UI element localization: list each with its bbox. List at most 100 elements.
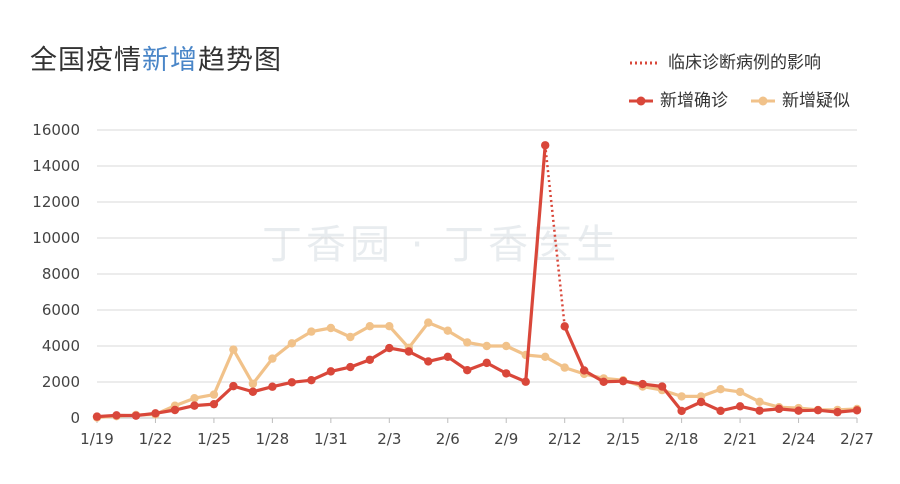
x-tick-label: 2/21: [723, 430, 757, 448]
x-tick-label: 2/24: [782, 430, 816, 448]
x-tick-label: 1/28: [256, 430, 290, 448]
point-confirmed-1-21: [131, 411, 141, 420]
legend-suspected: 新增疑似: [750, 86, 850, 111]
annotation-dotted-line: [543, 145, 566, 327]
point-confirmed-2-3: [385, 343, 394, 353]
legend-dotted-line-icon: [630, 61, 660, 65]
legend-confirmed-icon: [629, 96, 653, 106]
y-tick-label: 4000: [42, 337, 80, 355]
point-confirmed-1-26: [229, 381, 238, 391]
x-tick-label: 1/25: [197, 430, 231, 448]
title-suffix: 趋势图: [198, 45, 282, 76]
point-confirmed-2-21: [735, 402, 745, 411]
point-suspected-2-20: [716, 385, 725, 394]
y-tick-label: 6000: [42, 301, 80, 319]
point-confirmed-2-11: [541, 141, 550, 150]
y-tick-label: 2000: [42, 373, 80, 391]
series-line-confirmed: [96, 145, 858, 419]
point-confirmed-2-7: [463, 365, 472, 375]
point-suspected-2-12: [560, 363, 569, 372]
point-confirmed-2-12: [560, 322, 569, 331]
legend-confirmed-label: 新增确诊: [660, 91, 728, 111]
x-tick-label: 2/6: [436, 430, 460, 448]
point-suspected-1-28: [268, 354, 277, 363]
title-highlight: 新增: [142, 45, 198, 76]
y-tick-label: 12000: [32, 193, 80, 211]
point-confirmed-2-6: [443, 352, 452, 362]
point-suspected-1-25: [209, 390, 219, 399]
point-suspected-1-24: [190, 394, 199, 403]
point-confirmed-2-16: [638, 379, 647, 389]
point-suspected-2-2: [365, 322, 375, 331]
point-confirmed-2-13: [579, 366, 589, 375]
point-confirmed-2-10: [521, 377, 530, 386]
x-tick-label: 2/18: [665, 430, 699, 448]
point-suspected-2-21: [735, 387, 745, 397]
point-confirmed-2-4: [404, 347, 413, 356]
title-prefix: 全国疫情: [30, 45, 142, 76]
point-confirmed-1-20: [112, 411, 121, 420]
x-tick-label: 2/27: [840, 430, 874, 448]
x-tick-label: 2/12: [548, 430, 582, 448]
point-suspected-2-3: [385, 322, 394, 331]
point-confirmed-2-25: [813, 406, 823, 415]
point-suspected-2-9: [502, 341, 511, 351]
x-tick-label: 2/9: [494, 430, 518, 448]
point-confirmed-2-19: [696, 397, 706, 407]
x-tick-label: 1/19: [80, 430, 114, 448]
point-confirmed-1-30: [307, 375, 316, 385]
point-confirmed-1-29: [287, 378, 297, 387]
point-confirmed-1-23: [170, 405, 180, 415]
legend-annotation: 临床诊断病例的影响: [628, 48, 821, 73]
point-confirmed-2-2: [365, 355, 375, 364]
x-tick-label: 2/3: [377, 430, 401, 448]
point-suspected-2-6: [443, 326, 452, 335]
point-suspected-1-30: [307, 327, 316, 336]
legend-suspected-label: 新增疑似: [782, 91, 850, 111]
point-suspected-1-27: [248, 379, 258, 388]
point-confirmed-2-20: [716, 406, 725, 416]
point-confirmed-1-28: [268, 382, 277, 391]
point-confirmed-2-1: [346, 362, 355, 372]
point-suspected-2-5: [424, 318, 433, 327]
point-suspected-2-22: [755, 397, 764, 406]
point-suspected-2-8: [482, 341, 491, 351]
legend-confirmed: 新增确诊: [628, 86, 728, 111]
point-suspected-1-26: [229, 345, 238, 354]
point-confirmed-2-15: [618, 376, 628, 386]
point-confirmed-2-14: [599, 377, 608, 387]
point-confirmed-2-17: [657, 382, 667, 391]
x-tick-label: 2/15: [606, 430, 640, 448]
point-confirmed-1-19: [92, 412, 102, 421]
y-tick-label: 14000: [32, 157, 80, 175]
point-confirmed-2-22: [755, 406, 764, 415]
y-tick-label: 0: [70, 409, 80, 427]
point-confirmed-2-27: [852, 406, 862, 415]
legend-suspected-icon: [751, 96, 775, 106]
point-confirmed-1-27: [248, 387, 258, 396]
legend-annotation-label: 临床诊断病例的影响: [668, 53, 821, 73]
point-confirmed-1-24: [190, 401, 199, 410]
point-confirmed-2-26: [833, 407, 842, 417]
point-confirmed-2-9: [502, 369, 511, 378]
point-confirmed-1-25: [209, 399, 219, 409]
point-suspected-1-29: [287, 339, 297, 348]
point-confirmed-2-18: [677, 406, 686, 416]
point-suspected-2-11: [541, 352, 550, 361]
y-tick-label: 8000: [42, 265, 80, 283]
x-tick-label: 1/22: [139, 430, 173, 448]
page-title: 全国疫情新增趋势图: [30, 38, 282, 77]
point-suspected-1-31: [326, 323, 336, 333]
point-confirmed-2-24: [794, 406, 803, 415]
point-confirmed-2-8: [482, 358, 491, 368]
point-confirmed-2-23: [774, 404, 784, 414]
y-tick-label: 10000: [32, 229, 80, 247]
x-tick-label: 1/31: [314, 430, 348, 448]
point-suspected-2-7: [463, 338, 472, 347]
point-confirmed-1-22: [151, 409, 160, 418]
series-line-suspected: [96, 321, 858, 420]
point-suspected-2-1: [346, 332, 355, 342]
y-tick-label: 16000: [32, 121, 80, 139]
